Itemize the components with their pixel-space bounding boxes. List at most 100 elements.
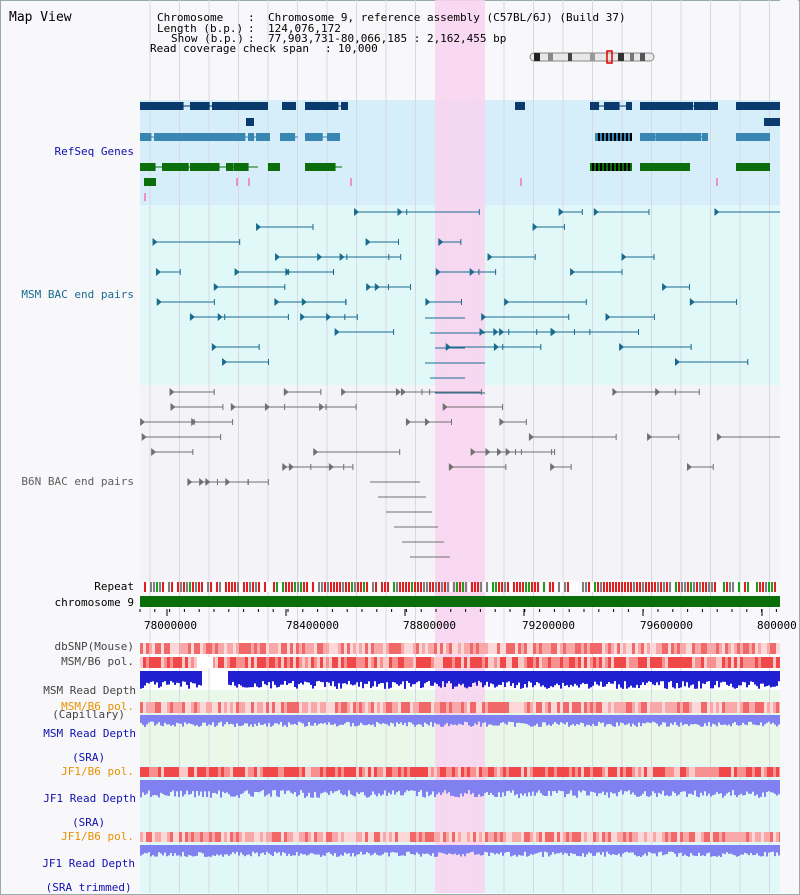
polymorphism-cell	[239, 832, 242, 842]
read-depth-bar	[522, 715, 524, 724]
read-depth-bar	[446, 845, 448, 855]
read-depth-bar	[494, 671, 496, 688]
read-depth-bar	[528, 715, 530, 726]
polymorphism-cell	[704, 832, 707, 842]
repeat-block	[606, 582, 608, 592]
read-depth-bar	[676, 845, 678, 857]
gene-exon	[520, 178, 522, 186]
polymorphism-cell	[212, 643, 215, 654]
read-depth-bar	[500, 671, 502, 686]
read-depth-bar	[154, 845, 156, 857]
polymorphism-cell	[719, 767, 722, 777]
read-depth-bar	[222, 780, 224, 792]
read-depth-bar	[510, 780, 512, 793]
read-depth-bar	[586, 671, 588, 684]
polymorphism-cell	[422, 657, 425, 668]
polymorphism-cell	[674, 657, 677, 668]
track-label-msm-b6-pol-2: MSM/B6 pol.	[61, 700, 134, 713]
read-depth-bar	[384, 845, 386, 853]
track-label-jf1-b6-pol-2: JF1/B6 pol.	[61, 830, 134, 843]
polymorphism-cell	[707, 643, 710, 654]
read-depth-bar	[546, 715, 548, 726]
polymorphism-cell	[488, 767, 491, 777]
read-depth-bar	[344, 715, 346, 724]
msm-bac-pair-end	[366, 283, 372, 291]
read-depth-bar	[258, 845, 260, 857]
repeat-block	[309, 582, 311, 592]
polymorphism-cell	[341, 702, 344, 713]
polymorphism-cell	[407, 702, 410, 713]
read-depth-bar	[256, 845, 258, 853]
read-depth-bar	[454, 780, 456, 797]
polymorphism-cell	[671, 767, 674, 777]
msm-bac-pair-end	[317, 253, 323, 261]
polymorphism-cell	[158, 643, 161, 654]
gene-exon	[350, 178, 352, 186]
polymorphism-cell	[329, 657, 332, 668]
read-depth-bar	[640, 715, 642, 727]
b6n-bac-pair-end	[528, 433, 534, 441]
read-depth-bar	[718, 671, 720, 688]
polymorphism-cell	[581, 657, 584, 668]
coverage-value: 10,000	[338, 42, 378, 55]
read-depth-bar	[568, 845, 570, 856]
polymorphism-cell	[641, 767, 644, 777]
read-depth-bar	[152, 671, 154, 682]
read-depth-bar	[424, 671, 426, 684]
polymorphism-cell	[368, 767, 371, 777]
polymorphism-cell	[149, 767, 152, 777]
polymorphism-cell	[350, 643, 353, 654]
b6n-bac-pair-end	[687, 463, 693, 471]
polymorphism-cell	[257, 657, 260, 668]
polymorphism-cell	[308, 643, 311, 654]
read-depth-bar	[742, 715, 744, 723]
read-depth-bar	[492, 715, 494, 726]
read-depth-bar	[192, 780, 194, 792]
polymorphism-cell	[359, 643, 362, 654]
polymorphism-cell	[404, 702, 407, 713]
track-label-msm-b6-pol-1: MSM/B6 pol.	[61, 655, 134, 668]
polymorphism-cell	[200, 767, 203, 777]
polymorphism-cell	[362, 767, 365, 777]
polymorphism-cell	[716, 832, 719, 842]
polymorphism-cell	[629, 657, 632, 668]
read-depth-bar	[176, 715, 178, 723]
polymorphism-cell	[251, 767, 254, 777]
read-depth-bar	[346, 845, 348, 854]
polymorphism-cell	[575, 832, 578, 842]
read-depth-bar	[670, 671, 672, 682]
polymorphism-cell	[185, 643, 188, 654]
read-depth-bar	[328, 671, 330, 683]
read-depth-bar	[186, 671, 188, 685]
read-depth-bar	[296, 780, 298, 797]
polymorphism-cell	[443, 832, 446, 842]
polymorphism-cell	[416, 832, 419, 842]
read-depth-bar	[188, 780, 190, 795]
read-depth-bar	[660, 671, 662, 682]
repeat-block	[516, 582, 518, 592]
polymorphism-cell	[323, 767, 326, 777]
polymorphism-cell	[218, 832, 221, 842]
read-depth-bar	[408, 780, 410, 792]
read-depth-bar	[450, 780, 452, 796]
read-depth-bar	[600, 845, 602, 855]
repeat-block	[243, 582, 245, 592]
read-depth-bar	[170, 780, 172, 793]
polymorphism-cell	[632, 657, 635, 668]
polymorphism-cell	[749, 643, 752, 654]
read-depth-bar	[468, 780, 470, 790]
read-depth-bar	[734, 671, 736, 689]
read-depth-bar	[600, 715, 602, 724]
read-depth-bar	[686, 671, 688, 683]
read-depth-bar	[624, 845, 626, 853]
read-depth-bar	[504, 845, 506, 853]
read-depth-bar	[372, 715, 374, 725]
read-depth-bar	[368, 845, 370, 854]
read-depth-bar	[702, 715, 704, 727]
read-depth-bar	[260, 845, 262, 854]
repeat-block	[504, 582, 506, 592]
read-depth-bar	[338, 845, 340, 857]
polymorphism-cell	[557, 702, 560, 713]
repeat-block	[177, 582, 179, 592]
